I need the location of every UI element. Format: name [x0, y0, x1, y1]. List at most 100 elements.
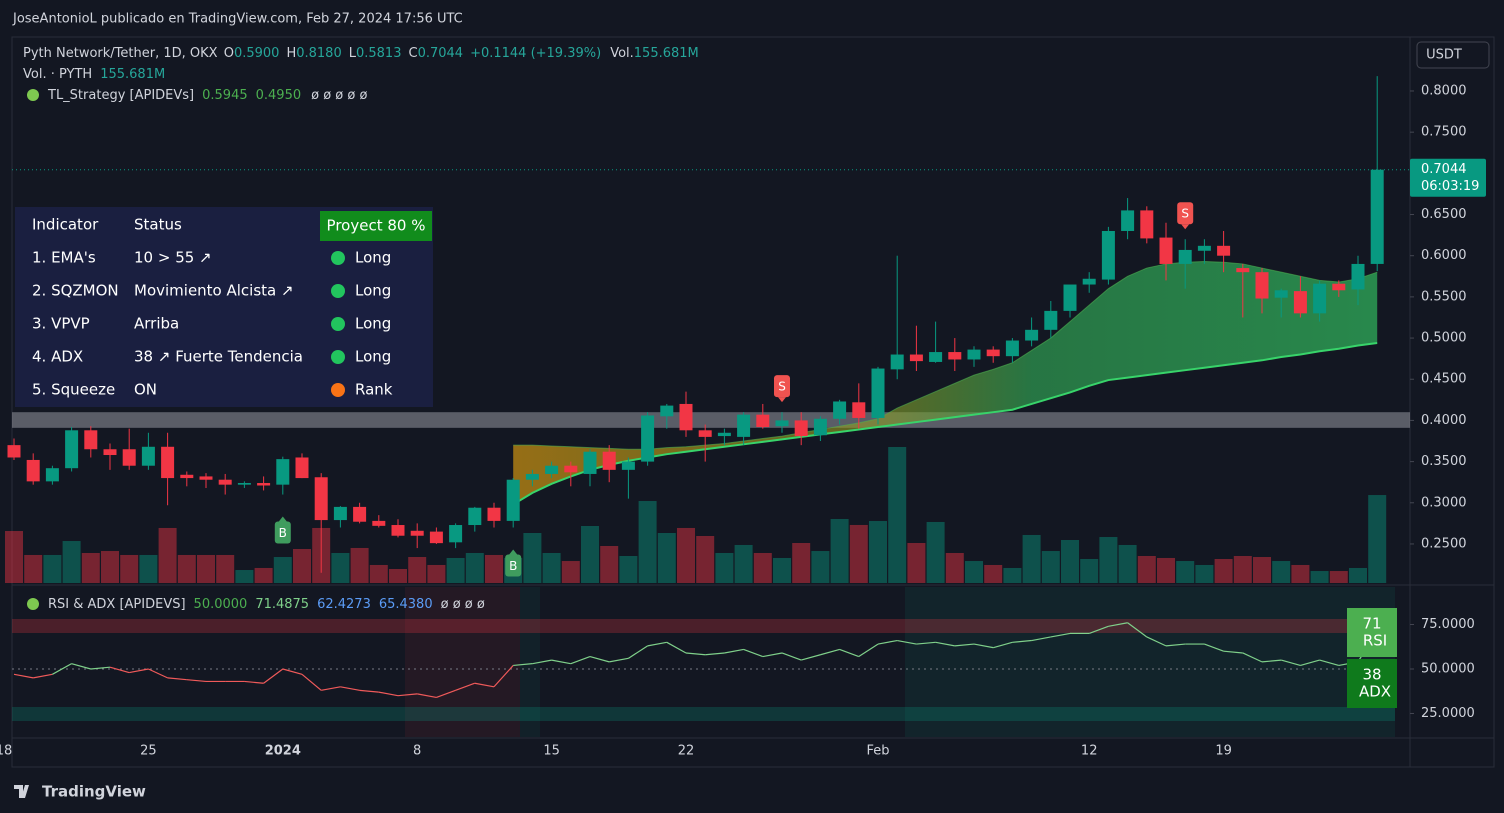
rsi-segment: [1050, 632, 1071, 638]
rsi-segment: [455, 682, 476, 691]
volume-bar: [1329, 571, 1348, 583]
candle-body: [986, 349, 1000, 357]
rsi-segment: [743, 648, 764, 658]
volume-bar: [619, 555, 638, 583]
candle-body: [583, 451, 597, 474]
volume-bar: [1253, 557, 1271, 583]
candle-body: [314, 477, 328, 521]
rsi-segment: [1300, 659, 1320, 667]
y-tick-label: 0.5500: [1421, 289, 1467, 304]
rsi-segment: [1165, 643, 1186, 647]
table-cell: 4. ADX: [32, 348, 83, 366]
y-tick-label: 0.6500: [1421, 207, 1467, 222]
rsi-segment: [609, 657, 629, 663]
volume-bar: [945, 552, 964, 583]
rsi-segment: [513, 663, 533, 667]
x-tick-label: 22: [678, 744, 695, 759]
legend-item: L: [349, 46, 357, 61]
volume-bar: [715, 552, 734, 583]
candle-body: [65, 430, 79, 469]
currency[interactable]: USDT: [1426, 48, 1462, 63]
table-cell: Movimiento Alcista ↗: [134, 282, 294, 300]
candle-body: [1121, 210, 1135, 231]
volume-bar: [926, 521, 945, 583]
status-dot: [331, 251, 345, 265]
symbol-legend: Pyth Network/Tether, 1D, OKX O0.5900 H0.81…: [23, 46, 699, 61]
volume-bar: [427, 564, 446, 583]
rsi-segment: [724, 648, 744, 654]
candle-body: [1044, 310, 1058, 330]
volume-bar: [235, 570, 254, 583]
rsi-segment: [493, 665, 514, 688]
candle-body: [141, 446, 155, 466]
signal-marker: [274, 521, 291, 544]
status-dot: [331, 383, 345, 397]
badge-value: 38: [1362, 666, 1381, 684]
strategy-legend: TL_Strategy [APIDEVs] 0.5945 0.4950 ø ø ø ø…: [47, 88, 367, 103]
volume-bar: [293, 548, 311, 583]
projection-badge-text: Proyect 80 %: [327, 217, 426, 235]
volume-bar: [369, 564, 388, 583]
rsi-segment: [1031, 636, 1051, 642]
legend-item: 65.4380: [379, 597, 433, 612]
candle-body: [199, 476, 213, 480]
volume-bar: [696, 535, 715, 583]
x-tick-label: 15: [543, 744, 560, 759]
candle-body: [660, 405, 674, 417]
rsi-segment: [916, 641, 936, 645]
candle-body: [1197, 245, 1211, 251]
rsi-segment: [897, 639, 917, 645]
legend-item: RSI & ADX [APIDEVS]: [48, 597, 186, 612]
volume-legend: Vol. · PYTH 155.681M: [23, 67, 165, 82]
legend-item: 0.5945: [202, 88, 248, 103]
candle-body: [621, 461, 635, 470]
legend-item: H: [286, 46, 296, 61]
legend-item: 0.7044: [418, 46, 464, 61]
volume-bar: [139, 554, 158, 583]
table-cell: 2. SQZMON: [32, 282, 119, 300]
volume-bar: [581, 525, 599, 583]
y-tick-label: 0.4500: [1421, 372, 1467, 387]
y-tick-label: 0.5000: [1421, 331, 1467, 346]
candle-body: [1351, 263, 1365, 290]
table-cell: Rank: [355, 381, 393, 399]
rsi-segment: [13, 673, 34, 679]
legend-item: ø ø ø ø: [441, 597, 485, 612]
brand: TradingView: [42, 783, 146, 801]
candle-body: [1274, 290, 1288, 298]
volume-bar: [1003, 567, 1022, 583]
volume-bar: [965, 561, 983, 583]
rsi-oversold-band: [12, 707, 1395, 721]
y-tick-label: 50.0000: [1421, 661, 1475, 676]
ema-cloud: [513, 261, 1378, 505]
legend-item: Pyth Network/Tether, 1D, OKX: [23, 46, 218, 61]
currency-button[interactable]: [1416, 41, 1490, 69]
signal-pointer: [1181, 224, 1190, 230]
legend-item: ø ø ø ø ø: [311, 88, 367, 103]
y-tick-label: 0.3000: [1421, 495, 1467, 510]
volume-bar: [753, 552, 772, 583]
table-cell: Long: [355, 315, 391, 333]
candle-body: [967, 349, 981, 360]
candle-body: [679, 403, 693, 431]
table-cell: 38 ↗ Fuerte Tendencia: [134, 348, 303, 366]
rsi-segment: [993, 641, 1013, 649]
legend-icon: [27, 598, 39, 610]
volume-bar: [1233, 555, 1252, 583]
candle-body: [717, 432, 731, 437]
volume-bar: [657, 532, 676, 583]
table-cell: 1. EMA's: [32, 249, 96, 267]
candle-body: [449, 525, 463, 543]
volume-bar: [773, 557, 791, 583]
rsi-segment: [666, 641, 687, 654]
volume-bar: [1080, 558, 1099, 583]
candle-body: [84, 430, 98, 450]
legend-item: 0.5813: [356, 46, 402, 61]
volume-bar: [5, 531, 23, 583]
candle-body: [833, 401, 847, 419]
candle-body: [122, 449, 136, 466]
candle-body: [276, 459, 290, 485]
volume-bar: [600, 545, 619, 583]
rsi-segment: [33, 673, 53, 679]
candle-body: [257, 483, 271, 486]
